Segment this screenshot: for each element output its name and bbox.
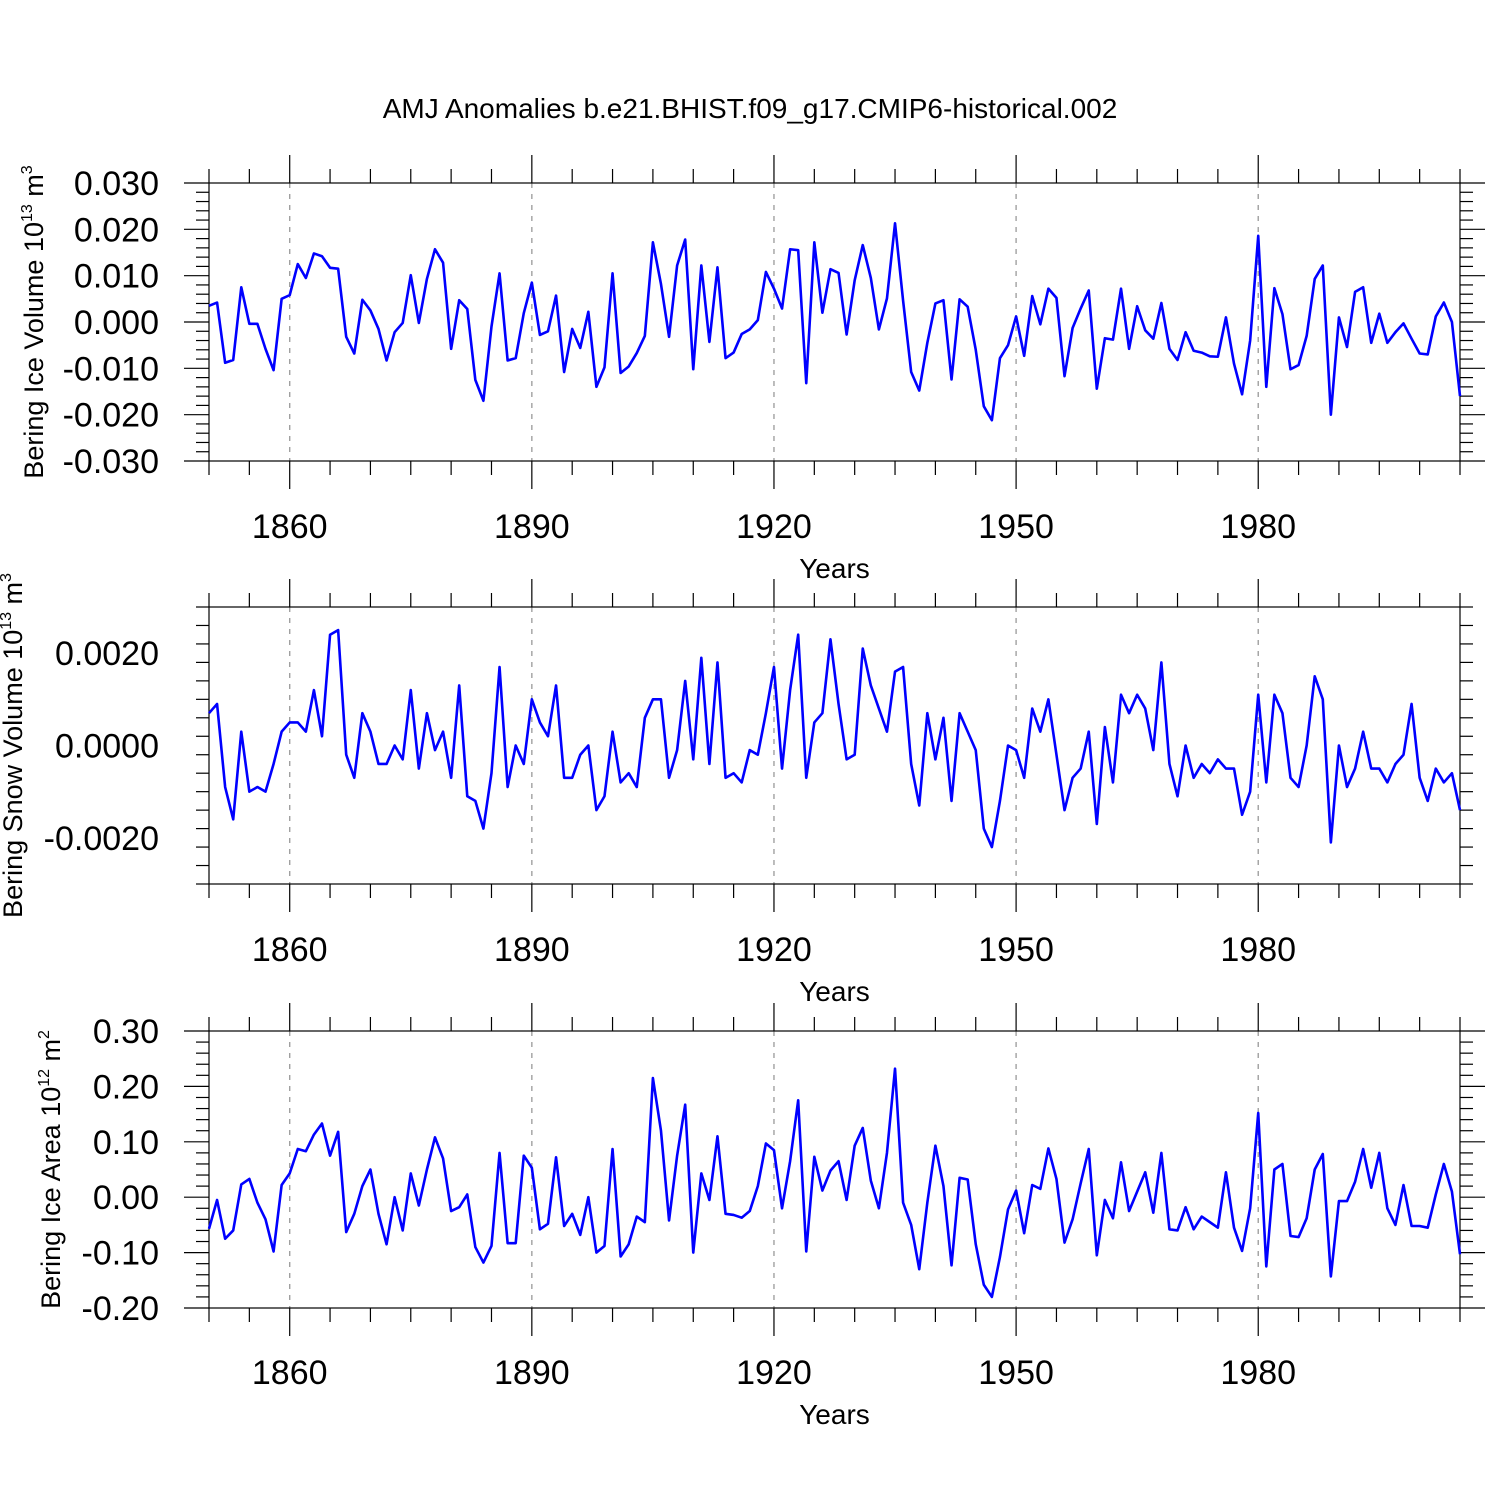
y-axis-label: Bering Snow Volume 1013 m3 bbox=[0, 573, 28, 918]
chart-panel-1: 1860 1890 1920 1950 1980 -0.030 -0.020 -0.010 0.… bbox=[19, 155, 1485, 584]
y-tick-label: -0.030 bbox=[63, 443, 159, 481]
plot-frame bbox=[208, 1030, 1461, 1309]
y-tick-label: 0.10 bbox=[93, 1124, 159, 1162]
series-line bbox=[208, 628, 1462, 849]
x-tick-label: 1980 bbox=[1220, 931, 1296, 969]
y-tick-label: -0.10 bbox=[82, 1235, 160, 1273]
x-tick-label: 1980 bbox=[1220, 508, 1296, 546]
x-axis-label: Years bbox=[799, 976, 870, 1007]
y-tick-label: -0.20 bbox=[82, 1290, 160, 1328]
chart-panel-3: 1860 1890 1920 1950 1980 -0.20 -0.10 0.00 0.10 0.… bbox=[36, 1003, 1485, 1430]
x-tick-label: 1920 bbox=[736, 1354, 812, 1392]
y-tick-label: -0.0020 bbox=[44, 820, 159, 858]
y-axis-label: Bering Ice Area 1012 m2 bbox=[36, 1030, 66, 1309]
x-tick-label: 1860 bbox=[252, 508, 328, 546]
y-tick-label: 0.020 bbox=[74, 211, 159, 249]
y-tick-label: 0.000 bbox=[74, 304, 159, 342]
y-axis-label: Bering Ice Volume 1013 m3 bbox=[19, 165, 49, 478]
y-tick-label: 0.030 bbox=[74, 165, 159, 203]
y-tick-label: 0.00 bbox=[93, 1179, 159, 1217]
x-tick-label: 1950 bbox=[978, 931, 1054, 969]
x-tick-label: 1890 bbox=[494, 508, 570, 546]
y-tick-label: 0.20 bbox=[93, 1068, 159, 1106]
x-tick-label: 1920 bbox=[736, 508, 812, 546]
plot-frame bbox=[208, 606, 1461, 885]
y-tick-label: 0.0000 bbox=[55, 728, 159, 766]
figure-title: AMJ Anomalies b.e21.BHIST.f09_g17.CMIP6-… bbox=[383, 93, 1118, 124]
y-tick-label: -0.020 bbox=[63, 397, 159, 435]
x-tick-label: 1890 bbox=[494, 931, 570, 969]
y-tick-label: 0.30 bbox=[93, 1013, 159, 1051]
series-line bbox=[208, 222, 1462, 422]
x-tick-label: 1860 bbox=[252, 1354, 328, 1392]
x-axis-label: Years bbox=[799, 553, 870, 584]
y-tick-label: -0.010 bbox=[63, 350, 159, 388]
x-tick-label: 1950 bbox=[978, 1354, 1054, 1392]
chart-panel-2: 1860 1890 1920 1950 1980 -0.0020 0.0000 0.0020 Y… bbox=[0, 573, 1473, 1007]
x-axis-label: Years bbox=[799, 1399, 870, 1430]
y-tick-label: 0.0020 bbox=[55, 635, 159, 673]
x-tick-label: 1860 bbox=[252, 931, 328, 969]
y-tick-label: 0.010 bbox=[74, 258, 159, 296]
x-tick-label: 1950 bbox=[978, 508, 1054, 546]
x-tick-label: 1890 bbox=[494, 1354, 570, 1392]
x-tick-label: 1920 bbox=[736, 931, 812, 969]
x-tick-label: 1980 bbox=[1220, 1354, 1296, 1392]
series-line bbox=[207, 1067, 1462, 1299]
